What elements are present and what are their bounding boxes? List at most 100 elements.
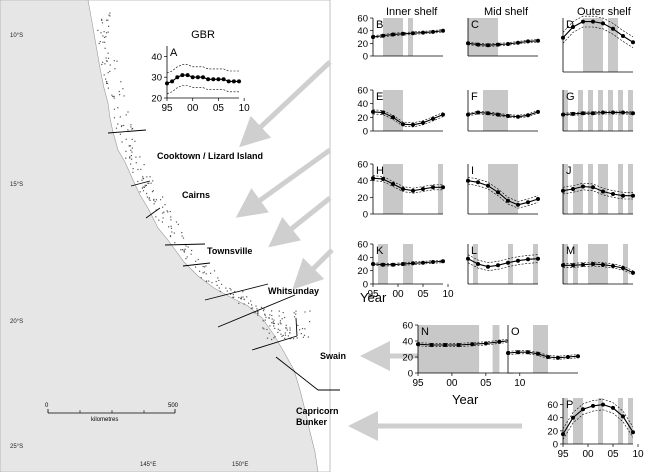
y-tick-label: 60	[547, 400, 558, 411]
reef-dot	[141, 187, 143, 189]
reef-dot	[107, 72, 109, 74]
panel-label: I	[471, 165, 474, 177]
reef-dot	[139, 156, 141, 158]
data-point	[571, 25, 575, 29]
data-point	[581, 262, 585, 267]
reef-dot	[98, 42, 100, 45]
ci-upper	[467, 110, 539, 116]
reef-dot	[148, 198, 150, 200]
highlight-band	[578, 90, 583, 131]
data-point	[421, 30, 425, 35]
reef-dot	[284, 334, 287, 336]
highlight-band	[383, 18, 403, 56]
reef-dot	[137, 180, 139, 183]
reef-dot	[153, 198, 155, 200]
reef-dot	[112, 95, 114, 98]
reef-dot	[289, 327, 291, 329]
reef-dot	[169, 210, 171, 213]
highlight-band	[508, 244, 513, 284]
reef-dot	[160, 199, 162, 201]
data-point	[621, 110, 625, 115]
reef-dot	[116, 60, 118, 62]
reef-dot	[135, 156, 137, 158]
x-tick-label: 95	[161, 103, 173, 114]
region-line-swain-2	[295, 317, 298, 337]
reef-dot	[289, 329, 291, 331]
reef-dot	[101, 19, 103, 21]
reef-dot	[268, 317, 270, 319]
chart-C: C	[466, 18, 540, 57]
reef-dot	[163, 211, 165, 213]
ci-upper	[562, 398, 634, 430]
highlight-band	[383, 90, 403, 131]
data-point	[231, 79, 236, 84]
highlight-band	[628, 398, 633, 444]
reef-dot	[213, 270, 216, 272]
reef-dot	[216, 284, 218, 286]
reef-dot	[125, 114, 127, 116]
data-point	[185, 73, 190, 78]
reef-dot	[151, 191, 154, 193]
reef-dot	[238, 297, 240, 299]
data-point	[621, 266, 625, 270]
reef-dot	[273, 325, 275, 327]
highlight-band	[418, 325, 480, 373]
reef-dot	[273, 319, 275, 321]
reef-dot	[102, 35, 104, 37]
reef-dot	[155, 216, 157, 218]
highlight-band	[573, 244, 578, 284]
data-point	[391, 182, 395, 186]
ci-upper	[467, 254, 539, 264]
reef-dot	[105, 57, 107, 59]
chart-K: K 0 20 40 60 95 00 05 10	[357, 240, 454, 301]
reef-dot	[168, 226, 170, 228]
data-point	[371, 109, 375, 114]
region-line-capricorn	[275, 356, 319, 391]
highlight-band	[628, 90, 633, 131]
reef-dot	[264, 319, 266, 321]
data-point	[631, 193, 635, 198]
reef-dot	[286, 327, 288, 329]
y-tick-label: 40	[402, 337, 413, 348]
reef-dot	[130, 124, 132, 126]
australia-landmass	[0, 0, 319, 472]
data-point	[516, 202, 520, 207]
data-point	[561, 188, 565, 193]
reef-dot	[170, 225, 172, 227]
y-tick-label: 0	[363, 210, 368, 221]
reef-dot	[113, 108, 115, 110]
reef-dot	[265, 316, 267, 318]
ci-lower	[563, 265, 634, 275]
reef-dot	[127, 111, 129, 113]
data-point	[506, 260, 510, 265]
reef-dot	[271, 322, 273, 324]
data-point	[601, 262, 605, 267]
y-tick-label: 0	[553, 440, 558, 451]
column-headers: Inner shelf Mid shelf Outer shelf	[386, 6, 632, 18]
reef-dot	[111, 94, 113, 96]
data-point	[411, 122, 415, 127]
panel-label: L	[471, 245, 477, 257]
reef-dot	[277, 331, 279, 333]
panel-label: D	[566, 19, 574, 31]
reef-dot	[195, 266, 197, 268]
ci-lower	[562, 113, 634, 117]
reef-dot	[181, 232, 183, 234]
reef-dot	[147, 182, 149, 184]
reef-dot	[149, 199, 151, 201]
reef-dot	[252, 307, 254, 309]
x-tick-label: 10	[632, 449, 644, 460]
reef-dot	[153, 203, 155, 205]
highlight-band	[573, 164, 583, 214]
reef-dot	[282, 334, 284, 336]
reef-dot	[197, 258, 199, 261]
reef-dot	[264, 314, 266, 316]
data-point	[391, 32, 395, 37]
reef-dot	[101, 22, 104, 24]
reef-dot	[215, 280, 217, 283]
arrow-whitsunday	[292, 248, 334, 290]
data-point	[401, 31, 405, 36]
data-point	[441, 112, 445, 117]
data-point	[411, 261, 415, 266]
